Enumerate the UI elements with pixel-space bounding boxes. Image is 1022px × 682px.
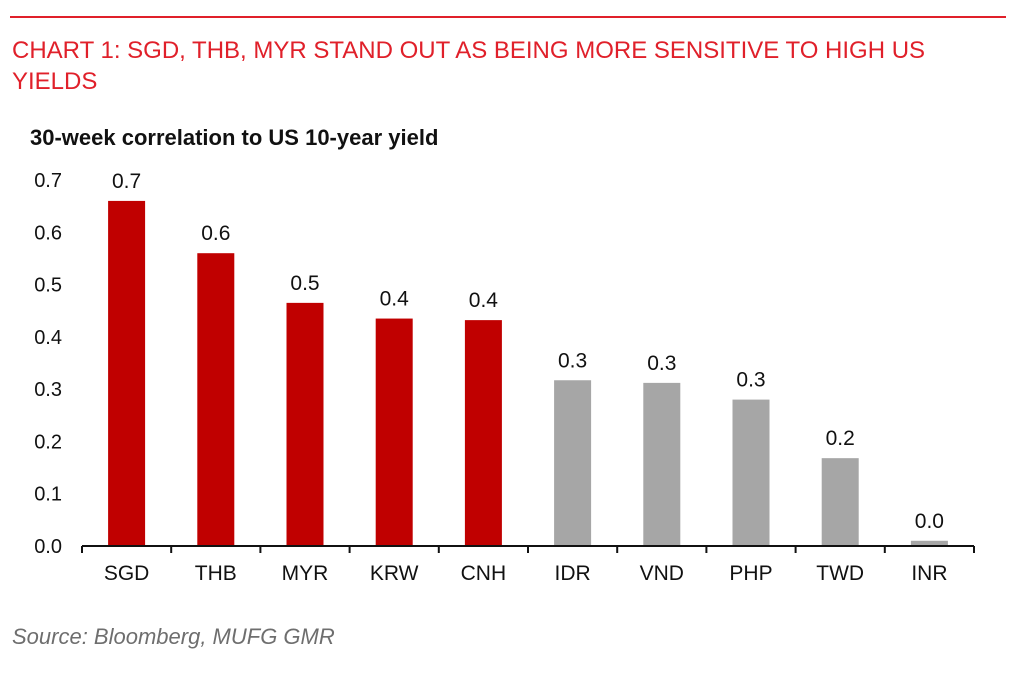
x-tick-label: SGD: [104, 562, 150, 585]
data-label: 0.2: [826, 427, 855, 450]
data-label: 0.3: [558, 349, 587, 372]
data-label: 0.3: [736, 369, 765, 392]
chart-heading: CHART 1: SGD, THB, MYR STAND OUT AS BEIN…: [12, 37, 926, 95]
x-tick-label: THB: [195, 562, 237, 585]
chart-title: 30-week correlation to US 10-year yield: [30, 125, 439, 150]
data-label: 0.0: [915, 510, 944, 533]
data-label: 0.7: [112, 170, 141, 193]
x-tick-label: PHP: [729, 562, 772, 585]
bar-php: [732, 399, 770, 546]
bar-cnh: [464, 320, 502, 546]
data-label: 0.3: [647, 352, 676, 375]
x-tick-label: VND: [640, 562, 684, 585]
data-label: 0.6: [201, 222, 230, 245]
source-note: Source: Bloomberg, MUFG GMR: [12, 624, 335, 649]
data-label: 0.4: [469, 289, 499, 312]
bar-vnd: [643, 382, 681, 546]
x-tick-label: INR: [911, 562, 947, 585]
y-tick-label: 0.4: [34, 327, 62, 349]
data-label: 0.4: [380, 288, 410, 311]
data-label: 0.5: [290, 272, 319, 295]
y-tick-label: 0.5: [34, 275, 62, 297]
bar-idr: [554, 380, 592, 546]
y-tick-label: 0.7: [34, 170, 62, 192]
y-tick-label: 0.6: [34, 222, 62, 244]
y-tick-label: 0.2: [34, 431, 62, 453]
x-tick-label: CNH: [461, 562, 507, 585]
top-rule: [10, 16, 1006, 18]
bar-krw: [375, 318, 413, 546]
x-tick-label: IDR: [555, 562, 591, 585]
y-tick-label: 0.3: [34, 379, 62, 401]
bar-thb: [197, 253, 235, 546]
x-tick-label: MYR: [282, 562, 329, 585]
y-tick-label: 0.1: [34, 484, 62, 506]
x-tick-label: TWD: [816, 562, 864, 585]
bar-myr: [286, 302, 324, 546]
x-tick-label: KRW: [370, 562, 419, 585]
bar-inr: [910, 540, 948, 546]
bar-sgd: [108, 200, 146, 546]
bar-twd: [821, 458, 859, 546]
y-tick-label: 0.0: [34, 536, 62, 558]
